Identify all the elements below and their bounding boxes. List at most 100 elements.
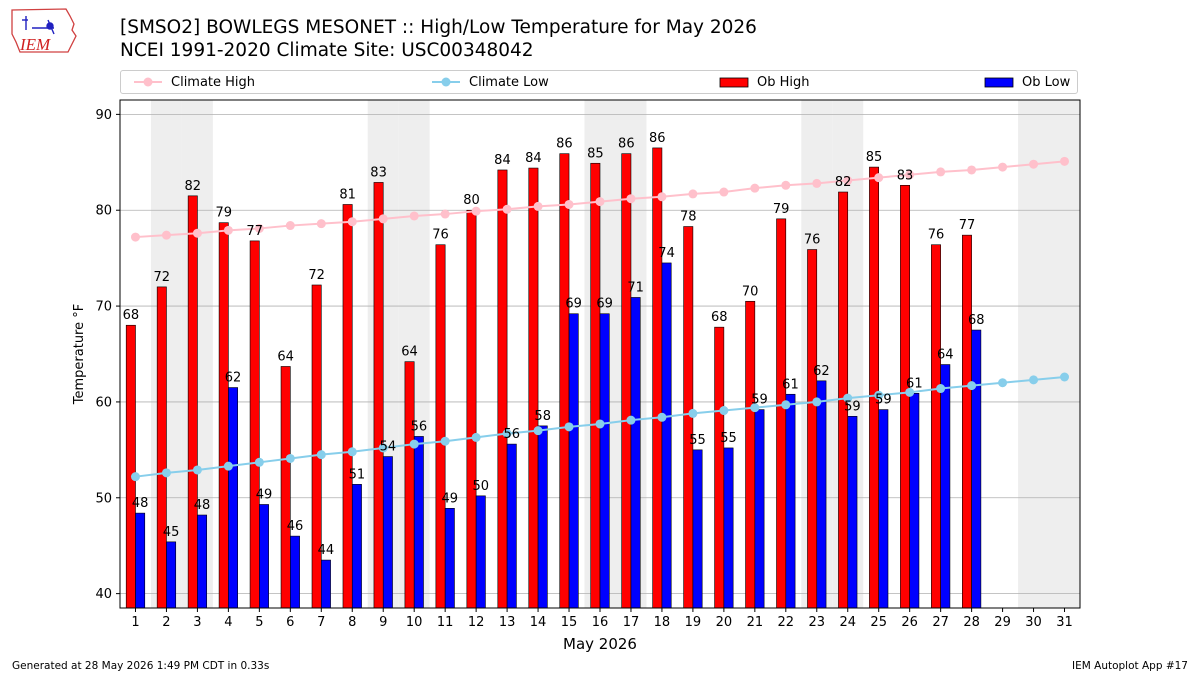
chart-title: [SMSO2] BOWLEGS MESONET :: High/Low Temp… — [120, 17, 757, 38]
y-tick-label-80: 80 — [95, 204, 112, 219]
climate-low-point-day-30 — [1029, 375, 1039, 385]
y-tick-label-50: 50 — [95, 491, 112, 506]
ob-low-label-day-2: 45 — [163, 525, 180, 540]
climate-low-point-day-18 — [657, 412, 667, 422]
ob-low-label-day-15: 69 — [565, 297, 582, 312]
ob-high-bar-day-6 — [280, 366, 291, 609]
ob-low-label-day-9: 54 — [380, 440, 397, 455]
ob-low-bar-day-6 — [290, 535, 300, 609]
ob-low-bar-day-4 — [228, 387, 238, 609]
logo-text: IEM — [19, 35, 51, 54]
ob-low-label-day-10: 56 — [411, 419, 428, 434]
climate-low-point-day-19 — [688, 408, 698, 418]
ob-high-label-day-22: 79 — [773, 202, 790, 217]
legend-label-climate-high: Climate High — [171, 74, 256, 90]
climate-low-point-day-28 — [967, 381, 977, 391]
ob-high-bar-day-12 — [466, 209, 477, 609]
climate-low-point-day-21 — [750, 403, 760, 413]
climate-high-point-day-19 — [688, 189, 698, 199]
climate-high-point-day-25 — [874, 173, 884, 183]
ob-low-bar-day-18 — [661, 262, 672, 609]
weekend-shade-day-31 — [1049, 100, 1080, 608]
ob-high-bar-day-14 — [528, 167, 539, 609]
ob-low-label-day-25: 59 — [875, 393, 892, 408]
ob-low-label-day-7: 44 — [318, 543, 335, 558]
ob-low-bar-day-26 — [909, 392, 920, 609]
footer-generated: Generated at 28 May 2026 1:49 PM CDT in … — [12, 660, 270, 672]
x-tick-label-1: 1 — [131, 615, 139, 630]
x-tick-label-29: 29 — [994, 615, 1011, 630]
ob-high-bar-day-10 — [404, 361, 415, 609]
ob-high-bar-day-8 — [342, 204, 353, 609]
ob-high-label-day-1: 68 — [123, 308, 140, 323]
climate-low-point-day-4 — [223, 461, 233, 471]
climate-low-point-day-5 — [254, 457, 264, 467]
climate-high-point-day-8 — [347, 217, 357, 227]
ob-low-label-day-3: 48 — [194, 498, 211, 513]
iem-logo: IEM — [11, 8, 77, 54]
ob-high-label-day-11: 76 — [432, 228, 449, 243]
climate-high-point-day-31 — [1060, 156, 1070, 166]
ob-high-label-day-25: 85 — [866, 150, 883, 165]
ob-high-bar-day-3 — [187, 195, 198, 609]
climate-low-point-day-2 — [161, 468, 171, 478]
weekend-shade-day-30 — [1018, 100, 1050, 608]
ob-low-label-day-11: 49 — [442, 491, 459, 506]
bars — [125, 147, 982, 609]
climate-high-point-day-17 — [626, 194, 636, 204]
ob-low-bar-day-16 — [599, 313, 610, 609]
ob-high-bar-day-28 — [962, 234, 972, 609]
climate-high-point-day-27 — [936, 167, 946, 177]
ob-high-label-day-14: 84 — [525, 151, 542, 166]
ob-high-label-day-20: 68 — [711, 310, 728, 325]
x-tick-label-6: 6 — [286, 615, 294, 630]
x-tick-label-9: 9 — [379, 615, 387, 630]
ob-high-bar-day-5 — [249, 240, 260, 609]
climate-high-point-day-11 — [440, 209, 450, 219]
legend-item-climate-high: Climate High — [133, 71, 255, 93]
climate-low-point-day-27 — [936, 384, 946, 394]
legend-marker-ob-low — [984, 77, 1014, 88]
x-tick-label-26: 26 — [901, 615, 918, 630]
ob-low-label-day-21: 59 — [751, 393, 768, 408]
ob-low-bar-day-17 — [630, 297, 641, 609]
ob-high-label-day-3: 82 — [185, 179, 202, 194]
x-tick-label-2: 2 — [162, 615, 170, 630]
ob-high-bar-day-21 — [745, 300, 756, 609]
x-tick-label-8: 8 — [348, 615, 356, 630]
climate-high-point-day-20 — [719, 187, 729, 197]
ob-low-bar-day-13 — [506, 443, 517, 609]
ob-high-bar-day-11 — [435, 244, 446, 609]
footer-app: IEM Autoplot App #17 — [1072, 660, 1188, 672]
climate-low-point-day-1 — [130, 472, 140, 482]
climate-low-point-day-14 — [533, 426, 543, 436]
legend-marker-climate-high — [134, 77, 162, 87]
ob-high-bar-day-13 — [497, 169, 508, 609]
x-tick-label-4: 4 — [224, 615, 232, 630]
ob-low-label-day-17: 71 — [627, 280, 644, 295]
climate-high-point-day-12 — [471, 206, 481, 216]
x-tick-label-31: 31 — [1056, 615, 1073, 630]
ob-high-bar-day-16 — [590, 162, 601, 609]
x-tick-label-21: 21 — [747, 615, 764, 630]
climate-high-point-day-23 — [812, 178, 822, 188]
x-tick-label-28: 28 — [963, 615, 980, 630]
ob-low-label-day-6: 46 — [287, 519, 304, 534]
climate-high-point-day-7 — [316, 219, 326, 229]
bar-value-labels: 68 72 82 79 77 64 72 81 83 64 76 80 84 84 86 85 86 86 78 68… — [123, 131, 985, 558]
climate-low-point-day-23 — [812, 397, 822, 407]
climate-high-point-day-29 — [998, 162, 1008, 172]
ob-low-bar-day-10 — [413, 436, 424, 609]
x-tick-label-16: 16 — [592, 615, 609, 630]
ob-high-label-day-18: 86 — [649, 131, 666, 146]
legend-item-ob-low: Ob Low — [984, 71, 1070, 93]
climate-high-point-day-9 — [378, 214, 388, 224]
x-axis-label: May 2026 — [563, 635, 637, 653]
ob-high-bar-day-7 — [311, 284, 322, 609]
ob-high-bar-day-4 — [218, 222, 229, 609]
ob-low-bar-day-25 — [878, 409, 889, 609]
climate-high-point-day-13 — [502, 204, 512, 214]
climate-low-point-day-7 — [316, 450, 326, 460]
climate-high-point-day-22 — [781, 180, 791, 190]
